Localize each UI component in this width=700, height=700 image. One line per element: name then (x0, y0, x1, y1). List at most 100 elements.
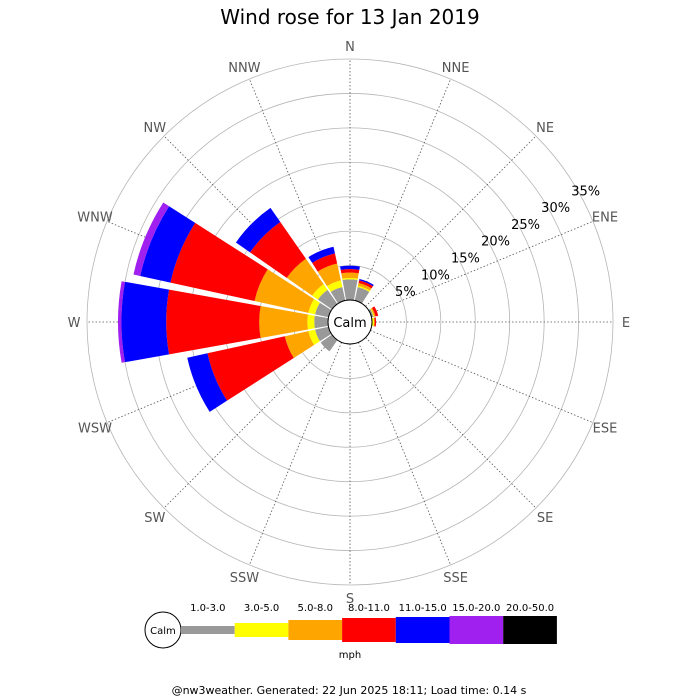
ring-label-1: 5% (395, 285, 416, 300)
bar-wnw-bin-3 (254, 269, 315, 313)
ring-label-6: 30% (541, 201, 570, 216)
bar-nnw-bin-2 (327, 280, 343, 292)
ring-label-7: 35% (571, 184, 600, 199)
spoke-se (365, 337, 537, 509)
legend-swatch-1 (181, 626, 235, 634)
direction-label-e: E (622, 316, 630, 331)
direction-label-n: N (345, 40, 355, 55)
bar-ene-bin-3 (370, 307, 376, 317)
direction-label-se: SE (537, 511, 553, 526)
ring-label-2: 10% (421, 268, 450, 283)
bar-nw-bin-5 (235, 207, 281, 253)
bar-ene-bin-1 (368, 309, 374, 318)
bar-nne-bin-1 (354, 287, 370, 304)
spoke-sse (358, 342, 452, 566)
direction-label-ssw: SSW (230, 571, 260, 586)
bar-e-bin-3 (373, 317, 375, 327)
bar-n-bin-5 (340, 265, 360, 270)
spoke-ene (370, 220, 594, 314)
legend-swatch-6 (449, 616, 504, 644)
spoke-nnw (248, 78, 342, 302)
bar-wsw-bin-4 (207, 336, 294, 401)
legend-label-1: 1.0-3.0 (190, 603, 225, 614)
bar-wnw-bin-1 (315, 302, 332, 318)
bar-nne-bin-4 (358, 280, 373, 289)
direction-label-s: S (346, 592, 354, 607)
bar-wnw-bin-6 (133, 202, 170, 276)
spoke-nw (163, 135, 335, 307)
bar-wnw-bin-5 (140, 206, 196, 283)
direction-label-sse: SSE (443, 571, 468, 586)
bar-e-bin-4 (374, 317, 377, 327)
footer-credit: @nw3weather. Generated: 22 Jun 2025 18:1… (172, 684, 527, 697)
bar-nw-bin-2 (312, 284, 328, 300)
bar-nw-bin-4 (250, 222, 306, 278)
chart-title: Wind rose for 13 Jan 2019 (220, 5, 479, 29)
direction-label-wnw: WNW (77, 210, 113, 225)
bar-n-bin-2 (342, 277, 358, 281)
bar-wsw-bin-2 (308, 329, 320, 345)
legend-label-5: 11.0-15.0 (399, 603, 447, 614)
ring-label-5: 25% (511, 218, 540, 233)
direction-label-nw: NW (144, 121, 167, 136)
spoke-ssw (248, 342, 342, 566)
bar-wnw-bin-4 (170, 222, 268, 302)
bar-nnw-bin-3 (317, 263, 341, 287)
legend-label-7: 20.0-50.0 (506, 603, 554, 614)
bar-w-bin-4 (166, 289, 261, 355)
wind-bars (117, 202, 379, 412)
speed-legend: Calm 1.0-3.0 3.0-5.0 5.0-8.0 8.0-11.0 11.0-15… (144, 603, 557, 661)
bar-n-bin-1 (342, 279, 358, 301)
bar-w-bin-1 (314, 315, 329, 329)
bar-nne-bin-2 (357, 285, 371, 292)
legend-swatch-5 (395, 617, 450, 643)
bar-nnw-bin-1 (330, 287, 346, 304)
bar-nw-bin-1 (317, 289, 338, 310)
legend-label-4: 8.0-11.0 (348, 603, 390, 614)
bar-sw-bin-1 (320, 334, 338, 352)
calm-label: Calm (333, 316, 366, 331)
spoke-nne (358, 78, 452, 302)
grid-ring-7 (86, 58, 614, 586)
bar-w-bin-5 (121, 281, 170, 363)
bar-wsw-bin-5 (187, 353, 228, 412)
legend-swatch-4 (342, 618, 396, 642)
bar-nne-bin-3 (357, 283, 372, 291)
ring-labels: 5% 10%15%20%25%30%35% (395, 184, 600, 300)
direction-label-wsw: WSW (78, 422, 112, 437)
bar-nnw-bin-4 (312, 253, 338, 272)
ring-label-3: 15% (451, 251, 480, 266)
bar-nw-bin-3 (286, 258, 324, 296)
bar-wsw-bin-1 (315, 326, 332, 342)
bar-w-bin-2 (307, 314, 315, 330)
direction-label-sw: SW (144, 511, 165, 526)
legend-label-6: 15.0-20.0 (452, 603, 500, 614)
calm-center: Calm (327, 299, 373, 345)
bar-nne-bin-5 (359, 278, 374, 287)
legend-swatch-3 (288, 620, 343, 640)
bar-n-bin-3 (341, 272, 359, 279)
direction-label-nne: NNE (442, 61, 470, 76)
direction-label-ese: ESE (593, 422, 618, 437)
legend-swatch-2 (234, 623, 289, 637)
direction-label-w: W (68, 316, 81, 331)
bar-nnw-bin-5 (308, 246, 335, 263)
direction-label-ene: ENE (592, 210, 618, 225)
legend-units: mph (339, 650, 361, 661)
bar-n-bin-4 (340, 269, 360, 274)
bar-wnw-bin-2 (308, 299, 320, 315)
ring-label-4: 20% (481, 235, 510, 250)
bar-w-bin-3 (259, 306, 309, 338)
calm-circle (327, 299, 373, 345)
bar-ene-bin-2 (370, 308, 375, 317)
legend-label-3: 5.0-8.0 (298, 603, 333, 614)
bar-w-bin-6 (117, 281, 125, 363)
legend-label-2: 3.0-5.0 (244, 603, 279, 614)
direction-labels: N NNE NE ENE E ESE SE SSE S SSW SW WSW W WNW NW NNW (68, 40, 631, 607)
bar-wsw-bin-3 (284, 331, 315, 358)
spoke-ne (365, 135, 537, 307)
bar-ene-bin-4 (372, 306, 379, 317)
direction-label-ne: NE (536, 121, 554, 136)
